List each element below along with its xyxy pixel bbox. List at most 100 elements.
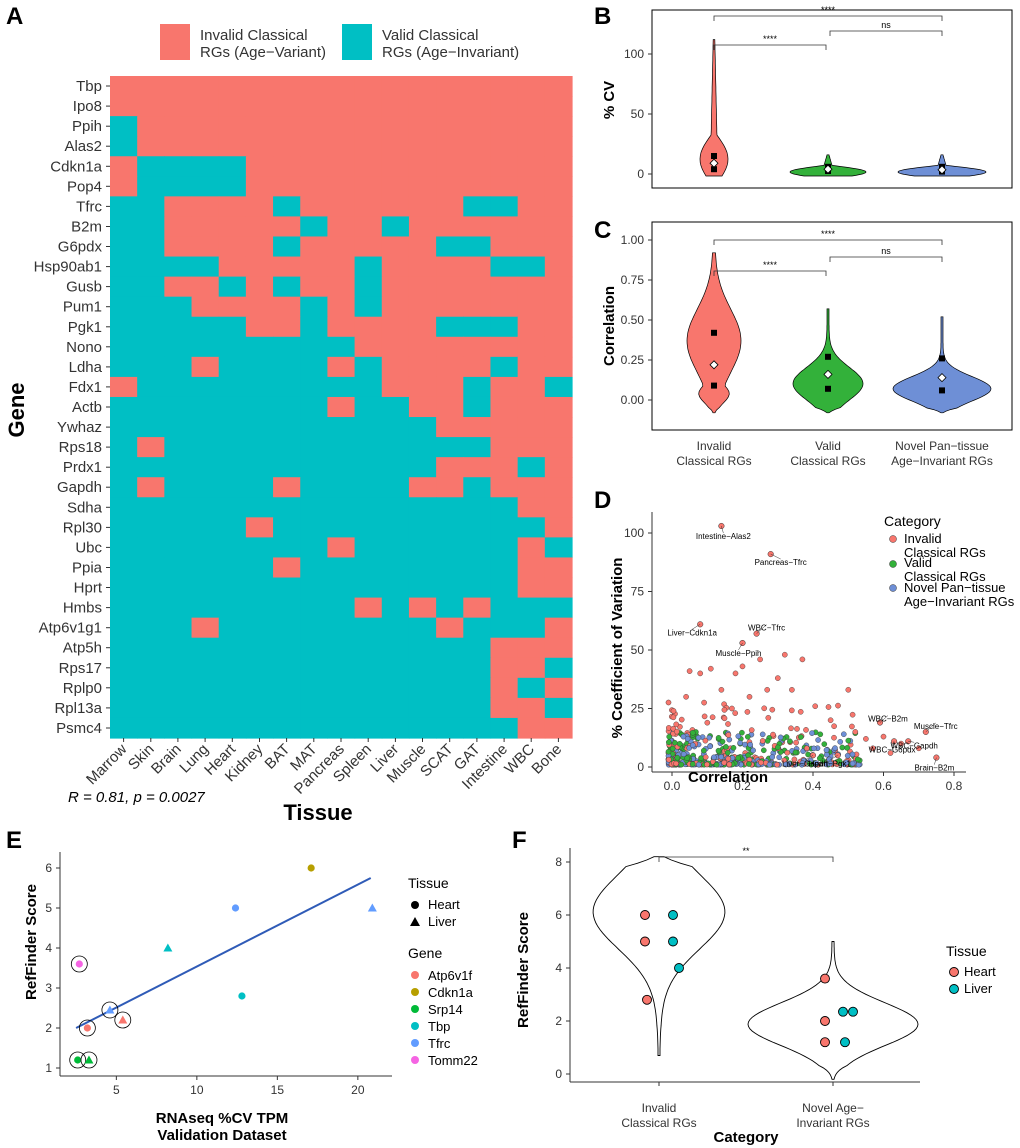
heatmap-cell xyxy=(273,236,301,258)
panel-c-ytick-label: 1.00 xyxy=(621,233,645,247)
heatmap-cell xyxy=(436,437,464,458)
heatmap-cell xyxy=(245,256,274,278)
panel-d-legend-1-line2: Classical RGs xyxy=(904,545,986,560)
scatter-point xyxy=(854,756,861,763)
heatmap-cell xyxy=(245,657,274,679)
point-label: Heart−Pgk1 xyxy=(808,759,851,768)
heatmap-cell xyxy=(218,176,247,197)
scatter-point xyxy=(835,702,841,709)
scatter-point xyxy=(726,761,733,768)
heatmap-cell xyxy=(463,396,492,418)
heart-point xyxy=(307,864,315,872)
heatmap-cell xyxy=(245,316,274,338)
heatmap-panel: Invalid Classical RGs (Age−Variant) Vali… xyxy=(4,24,573,825)
heatmap-cell xyxy=(191,497,220,518)
heatmap-cell xyxy=(273,677,301,699)
scatter-point xyxy=(711,754,717,761)
highlight-ring xyxy=(69,1051,87,1069)
heatmap-cell xyxy=(245,637,274,659)
heatmap-cell xyxy=(300,336,329,358)
heatmap-cell xyxy=(517,697,546,719)
scatter-point xyxy=(666,756,672,763)
heatmap-cell xyxy=(490,517,519,538)
heatmap-cell xyxy=(110,477,138,498)
legend-valid-swatch xyxy=(342,24,372,60)
panel-f-xtick-1-line2: Classical RGs xyxy=(621,1116,696,1130)
heatmap-cell xyxy=(300,376,329,398)
heatmap-cell xyxy=(490,457,519,478)
gene-tick-labels: Tbp Ipo8 Ppih Alas2 Cdkn1a Pop4 Tfrc B2m G6pdx Hs… xyxy=(34,78,110,737)
heatmap-cell xyxy=(218,597,247,619)
scatter-point xyxy=(666,733,673,740)
scatter-point xyxy=(670,708,677,714)
heatmap-cell xyxy=(191,657,220,679)
panel-e-xtick-label: 10 xyxy=(190,1083,204,1097)
heatmap-cell xyxy=(544,176,573,197)
heatmap-cell xyxy=(191,296,220,318)
heatmap-cell xyxy=(245,577,274,599)
panel-e-ytick-label: 1 xyxy=(45,1061,52,1075)
panel-f-point xyxy=(820,1016,830,1026)
heatmap-cell xyxy=(327,116,356,137)
heatmap-cell xyxy=(110,557,138,579)
panel-f-xtick-1-line1: Invalid xyxy=(642,1101,677,1115)
heatmap-cell xyxy=(408,316,437,338)
heatmap-cell xyxy=(137,677,165,699)
heatmap-cell xyxy=(354,376,383,398)
scatter-point xyxy=(759,731,766,738)
gene-label: Ppih xyxy=(72,118,102,135)
scatter-point xyxy=(702,737,709,744)
panel-f-point xyxy=(642,994,652,1005)
tissue-label: Bone xyxy=(528,741,565,778)
heatmap-cell xyxy=(218,236,247,258)
heatmap-cell xyxy=(164,196,193,218)
reffinder-violin-panel: 0 2 4 6 8 ** Invalid Classical RGs Novel Age−… xyxy=(515,846,996,1146)
scatter-point xyxy=(686,668,693,674)
heatmap-cell xyxy=(273,697,301,719)
panel-f-point xyxy=(640,936,650,947)
heatmap-cell xyxy=(137,537,165,559)
heatmap-cell xyxy=(436,537,464,559)
point-label: WBC−Gapdh xyxy=(890,741,937,750)
significance-label: **** xyxy=(763,34,778,44)
heatmap-cell xyxy=(110,497,138,518)
panel-b-ytick-label: 0 xyxy=(637,167,644,181)
gene-label: Fdx1 xyxy=(69,379,102,396)
heatmap-cell xyxy=(245,557,274,579)
heatmap-cell xyxy=(164,376,193,398)
scatter-point xyxy=(777,734,784,741)
heatmap-cell xyxy=(354,697,383,719)
scatter-point xyxy=(706,734,713,741)
scatter-point xyxy=(788,725,794,732)
scatter-point xyxy=(769,754,776,760)
heatmap-cell xyxy=(381,236,410,258)
heatmap-cell xyxy=(110,196,138,218)
panel-f-xlabel: Category xyxy=(713,1129,779,1146)
heatmap-cell xyxy=(218,457,247,478)
labeled-point xyxy=(834,752,841,759)
heatmap-cell xyxy=(408,697,437,719)
label-leader xyxy=(692,624,701,630)
heatmap-cell xyxy=(110,717,138,739)
heatmap-cell xyxy=(327,316,356,338)
legend-gene-dot xyxy=(411,971,419,979)
heatmap-cell xyxy=(137,517,165,538)
panel-c-ytick-label: 0.50 xyxy=(621,313,645,327)
heatmap-cell xyxy=(218,477,247,498)
scatter-point xyxy=(766,761,773,768)
heatmap-cell xyxy=(408,457,437,478)
heatmap-cell xyxy=(245,497,274,518)
heatmap-cell xyxy=(327,697,356,719)
heatmap-cell xyxy=(490,336,519,358)
heatmap-cell xyxy=(137,717,165,739)
heatmap-cell xyxy=(381,657,410,679)
heatmap-cell xyxy=(517,296,546,318)
heatmap-cell xyxy=(408,176,437,197)
scatter-point xyxy=(852,729,859,735)
heatmap-cell xyxy=(164,517,193,538)
heatmap-cell xyxy=(436,256,464,278)
significance-label: **** xyxy=(821,229,836,239)
heatmap-cell xyxy=(218,717,247,739)
gene-label: Prdx1 xyxy=(63,459,102,476)
heatmap-cell xyxy=(218,417,247,438)
